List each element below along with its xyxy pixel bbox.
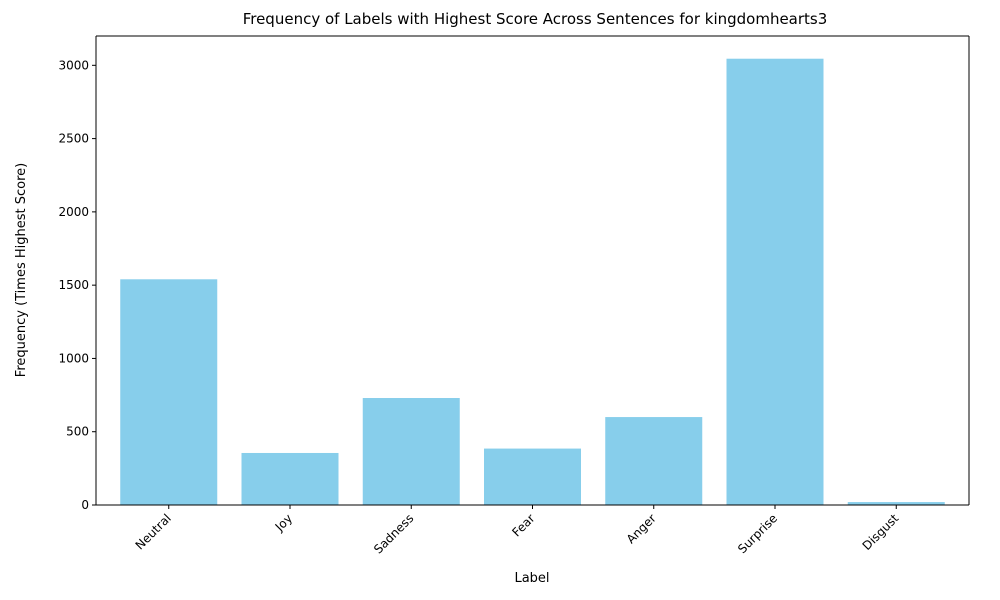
bar-sadness — [362, 398, 460, 505]
y-tick-label: 3000 — [58, 58, 89, 72]
bar-neutral — [120, 279, 218, 505]
axes-layer — [95, 35, 970, 506]
y-tick-label: 500 — [66, 425, 89, 439]
y-tick-label: 2500 — [58, 132, 89, 146]
y-tick-label: 2000 — [58, 205, 89, 219]
x-axis-label: Label — [514, 571, 549, 586]
bar-joy — [241, 452, 339, 505]
x-tick-label-fear: Fear — [509, 511, 537, 539]
y-tick-label: 1500 — [58, 278, 89, 292]
x-tick-label-sadness: Sadness — [371, 511, 416, 556]
bars-layer — [120, 58, 945, 505]
y-tick-label: 1000 — [58, 351, 89, 365]
bar-disgust — [847, 502, 945, 505]
bar-surprise — [726, 58, 824, 505]
x-tick-label-disgust: Disgust — [860, 511, 902, 553]
bar-anger — [605, 417, 703, 505]
bar-fear — [484, 448, 581, 505]
x-tick-label-neutral: Neutral — [133, 511, 174, 552]
y-tick-label: 0 — [81, 498, 89, 512]
y-axis-label: Frequency (Times Highest Score) — [14, 163, 29, 377]
chart-title: Frequency of Labels with Highest Score A… — [243, 10, 828, 28]
x-tick-label-surprise: Surprise — [735, 511, 780, 556]
x-tick-label-anger: Anger — [624, 511, 659, 546]
x-tick-label-joy: Joy — [272, 511, 295, 534]
